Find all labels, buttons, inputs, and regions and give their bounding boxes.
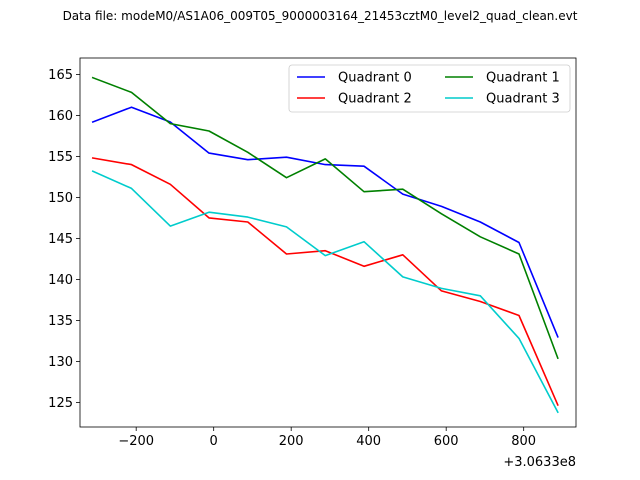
x-offset-label: +3.0633e8: [503, 455, 576, 470]
x-tick-label: 800: [511, 434, 536, 449]
series-line-quadrant-3: [91, 170, 559, 414]
y-tick-label: 155: [48, 150, 73, 165]
plot-area: [80, 58, 576, 427]
legend-box: [288, 64, 571, 113]
y-axis: 125 130 135 140 145 150 155 160 165: [48, 68, 80, 411]
series-line-quadrant-0: [91, 106, 559, 338]
x-axis: −200 0 200 400 600 800: [118, 427, 536, 449]
y-tick-label: 135: [48, 314, 73, 329]
x-tick-label: 200: [279, 434, 304, 449]
legend-label: Quadrant 3: [486, 92, 560, 107]
y-tick-label: 145: [48, 232, 73, 247]
y-tick-label: 160: [48, 109, 73, 124]
x-tick-label: 600: [434, 434, 459, 449]
y-tick-label: 130: [48, 355, 73, 370]
y-tick-label: 165: [48, 68, 73, 83]
legend: Quadrant 0 Quadrant 1 Quadrant 2 Quadrant 3: [288, 64, 571, 113]
legend-label: Quadrant 2: [338, 92, 412, 107]
series-line-quadrant-2: [91, 157, 559, 406]
x-tick-label: −200: [118, 434, 154, 449]
x-tick-label: 400: [356, 434, 381, 449]
series-line-quadrant-1: [91, 76, 559, 360]
plot-frame: [79, 57, 577, 428]
chart-title: Data file: modeM0/AS1A06_009T05_90000031…: [63, 9, 578, 23]
y-tick-label: 125: [48, 396, 73, 411]
y-tick-label: 150: [48, 191, 73, 206]
x-tick-label: 0: [210, 434, 218, 449]
legend-label: Quadrant 1: [486, 71, 560, 86]
y-tick-label: 140: [48, 273, 73, 288]
legend-label: Quadrant 0: [338, 71, 412, 86]
series-layer: [91, 76, 559, 414]
